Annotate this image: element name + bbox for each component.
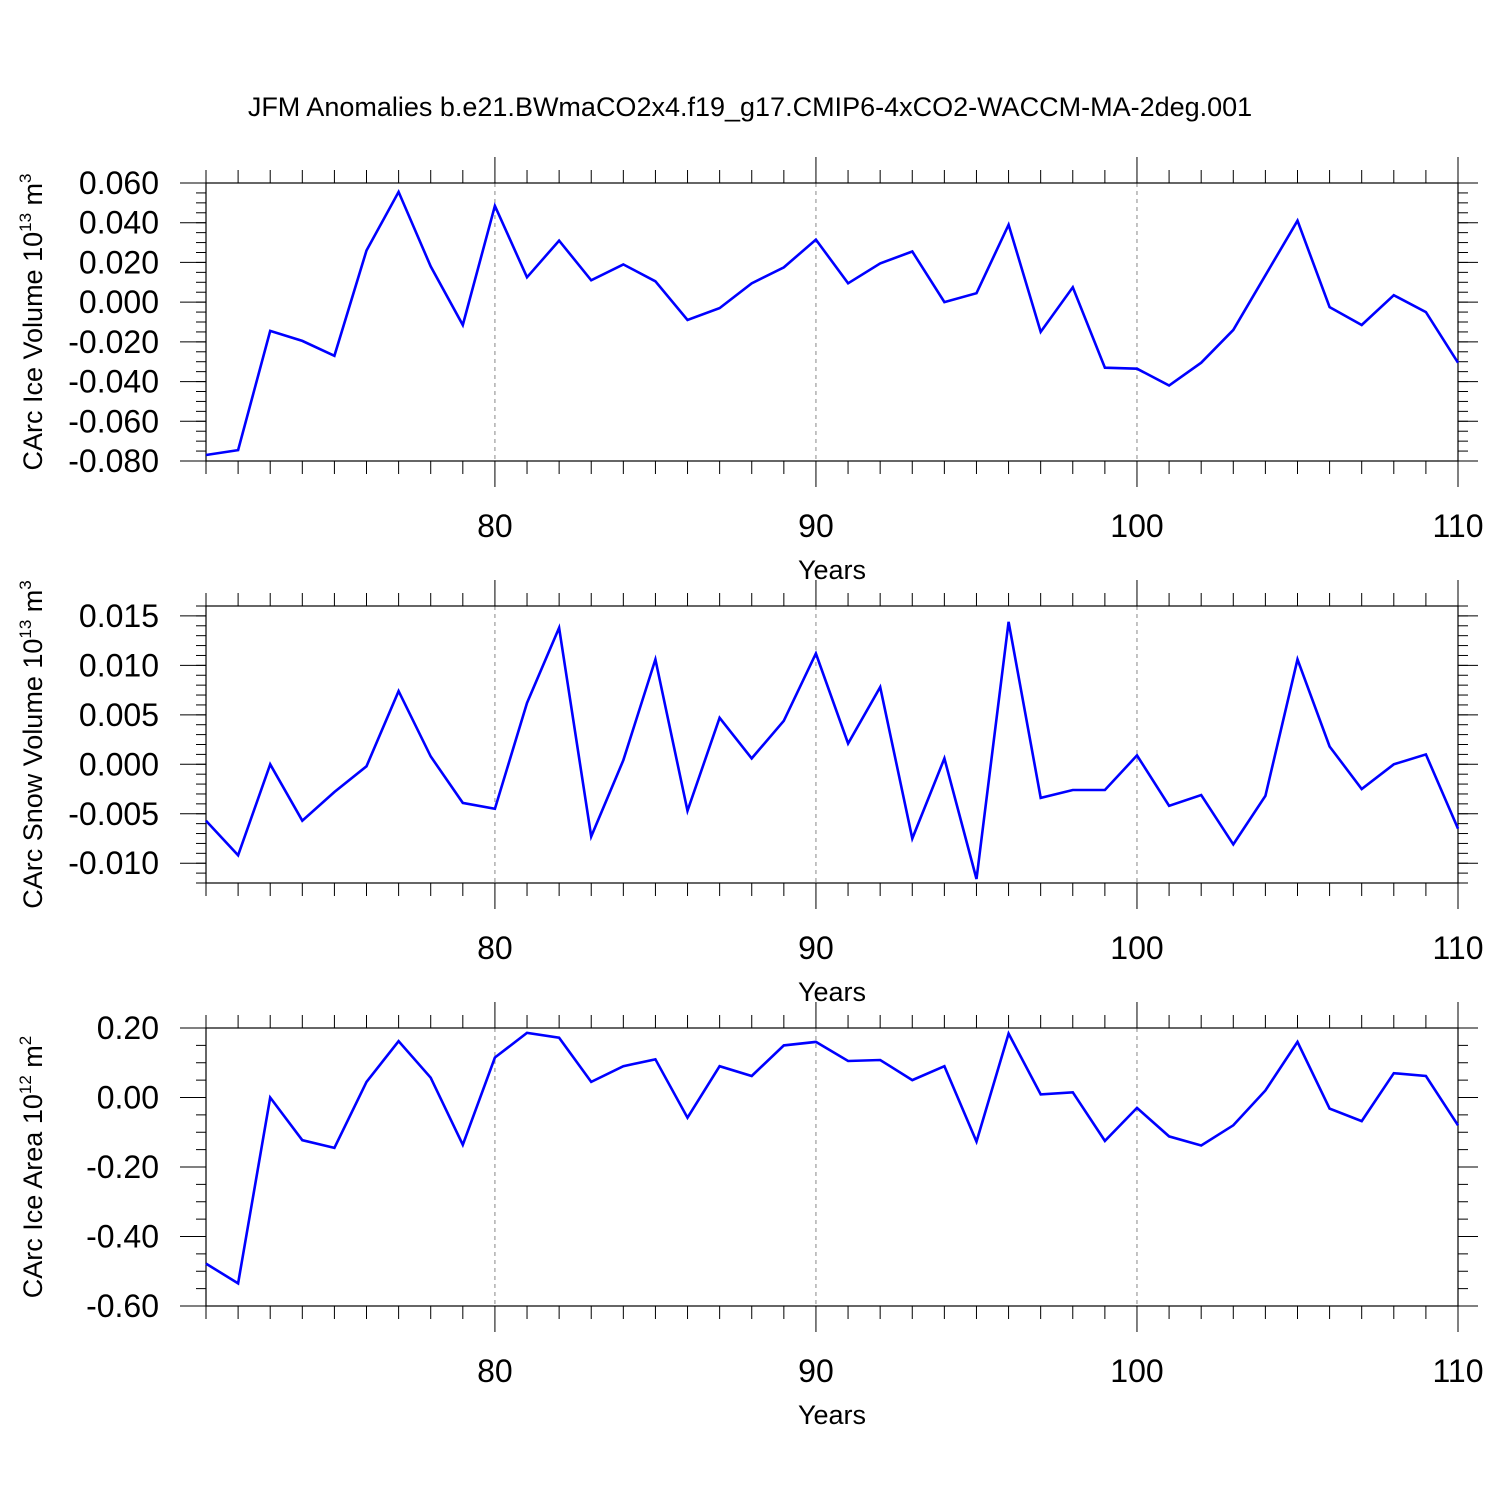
y-axis-label: CArc Snow Volume 1013 m3	[16, 580, 48, 909]
x-tick-label: 100	[1110, 930, 1163, 966]
panel-2: 0.015 0.010 0.005 0.000 -0.005 -0.010 80 90 100 1…	[16, 580, 1484, 1007]
plot-frame	[205, 182, 1459, 462]
y-tick-label: 0.000	[79, 746, 159, 782]
y-tick-label: 0.000	[79, 284, 159, 320]
x-tick-label: 90	[798, 508, 834, 544]
y-tick-label: -0.010	[68, 845, 159, 881]
x-axis-label: Years	[798, 977, 866, 1007]
y-tick-label: 0.020	[79, 244, 159, 280]
x-tick-label: 110	[1432, 1353, 1483, 1389]
y-tick-label: 0.00	[97, 1080, 159, 1116]
y-tick-label: -0.40	[86, 1219, 159, 1255]
plot-frame	[205, 605, 1459, 884]
series-line	[205, 188, 1460, 457]
x-axis-label: Years	[798, 1400, 866, 1430]
y-tick-label: 0.010	[79, 647, 159, 683]
panel-3: 0.20 0.00 -0.20 -0.40 -0.60 80 90 100 110 Years CA…	[16, 1002, 1484, 1430]
x-tick-label: 110	[1432, 508, 1483, 544]
x-tick-label: 100	[1110, 1353, 1163, 1389]
x-tick-label: 110	[1432, 930, 1483, 966]
y-axis-label: CArc Ice Area 1012 m2	[16, 1036, 48, 1299]
y-tick-label: -0.005	[68, 796, 159, 832]
y-tick-label: -0.60	[86, 1288, 159, 1324]
y-tick-label: -0.080	[68, 443, 159, 479]
series-line	[205, 621, 1460, 880]
x-tick-label: 100	[1110, 508, 1163, 544]
y-tick-label: 0.040	[79, 205, 159, 241]
figure-title: JFM Anomalies b.e21.BWmaCO2x4.f19_g17.CM…	[247, 92, 1253, 122]
y-tick-label: 0.20	[97, 1010, 159, 1046]
x-tick-label: 80	[477, 508, 513, 544]
y-tick-label: -0.020	[68, 324, 159, 360]
x-tick-label: 80	[477, 1353, 513, 1389]
y-tick-label: -0.040	[68, 364, 159, 400]
y-tick-label: 0.015	[79, 598, 159, 634]
x-tick-label: 80	[477, 930, 513, 966]
y-axis-label: CArc Ice Volume 1013 m3	[16, 173, 48, 470]
x-axis-label: Years	[798, 555, 866, 585]
y-tick-label: -0.060	[68, 403, 159, 439]
x-tick-label: 90	[798, 1353, 834, 1389]
y-tick-label: -0.20	[86, 1149, 159, 1185]
series-line	[205, 1030, 1460, 1286]
y-tick-label: 0.005	[79, 697, 159, 733]
x-tick-label: 90	[798, 930, 834, 966]
plot-frame	[205, 1027, 1459, 1307]
y-tick-label: 0.060	[79, 165, 159, 201]
